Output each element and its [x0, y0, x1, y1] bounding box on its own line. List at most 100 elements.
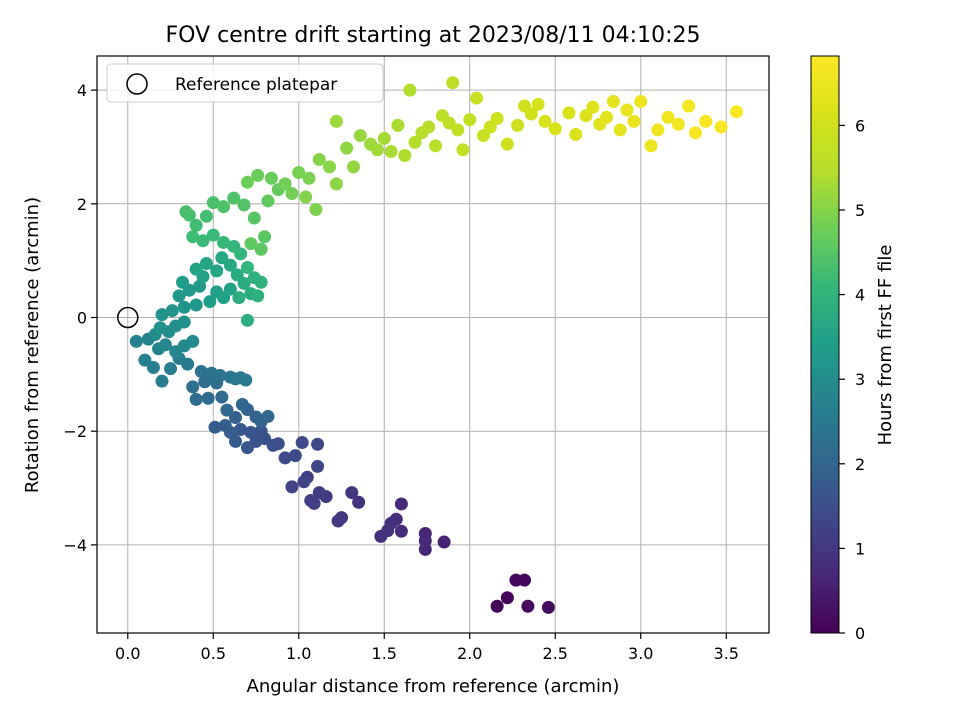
- data-point: [196, 234, 210, 248]
- data-point: [177, 300, 191, 314]
- data-point: [302, 171, 316, 185]
- colorbar-tick-label: 4: [855, 286, 865, 305]
- data-point: [541, 600, 555, 614]
- data-point: [232, 291, 246, 305]
- data-point: [312, 486, 326, 500]
- data-point: [422, 120, 436, 134]
- y-tick-label: −2: [63, 422, 87, 441]
- data-point: [531, 97, 545, 111]
- data-point: [155, 308, 169, 322]
- data-point: [237, 276, 251, 290]
- data-point: [490, 599, 504, 613]
- legend: Reference platepar: [106, 63, 384, 103]
- data-point: [418, 534, 432, 548]
- data-point: [312, 152, 326, 166]
- data-point: [186, 380, 200, 394]
- legend-box: [106, 63, 384, 103]
- data-point: [562, 106, 576, 120]
- data-point: [671, 117, 685, 131]
- data-point: [217, 235, 231, 249]
- x-tick-label: 0.5: [201, 644, 226, 663]
- x-axis-ticks: 0.0 0.5 1.0 1.5 2.0 2.5 3.0 3.5: [115, 633, 739, 663]
- data-point: [374, 529, 388, 543]
- y-tick-label: 0: [77, 308, 87, 327]
- data-point: [634, 94, 648, 108]
- data-point: [730, 105, 744, 119]
- data-point: [500, 591, 514, 605]
- data-point: [172, 289, 186, 303]
- data-point: [215, 251, 229, 265]
- data-point: [429, 139, 443, 153]
- data-point: [569, 127, 583, 141]
- colorbar: 0 1 2 3 4 5 6 Hours from first FF file: [810, 55, 896, 643]
- data-point: [352, 495, 366, 509]
- data-point: [329, 114, 343, 128]
- data-point: [258, 230, 272, 244]
- y-axis-ticks: −4 −2 0 2 4: [63, 81, 97, 555]
- data-point: [186, 334, 200, 348]
- data-point: [264, 171, 278, 185]
- data-point: [251, 289, 265, 303]
- data-point: [391, 118, 405, 132]
- data-point: [254, 275, 268, 289]
- data-point: [235, 397, 249, 411]
- legend-label: Reference platepar: [175, 75, 337, 95]
- data-point: [398, 148, 412, 162]
- data-point: [177, 315, 191, 329]
- reference-marker: [117, 306, 139, 329]
- data-point: [285, 480, 299, 494]
- data-point: [189, 392, 203, 406]
- data-point: [239, 373, 253, 387]
- data-point: [600, 110, 614, 124]
- data-point: [165, 304, 179, 318]
- data-point: [254, 424, 268, 438]
- data-point: [463, 113, 477, 127]
- data-point: [189, 218, 203, 232]
- data-point: [208, 420, 222, 434]
- data-point: [586, 100, 600, 114]
- data-point: [451, 123, 465, 137]
- data-point: [688, 126, 702, 140]
- data-point: [311, 437, 325, 451]
- data-point: [384, 145, 398, 159]
- data-point: [323, 160, 337, 174]
- data-point: [189, 298, 203, 312]
- data-point: [613, 123, 627, 137]
- chart-title: FOV centre drift starting at 2023/08/11 …: [166, 23, 701, 48]
- data-point: [394, 524, 408, 538]
- data-point: [129, 334, 143, 348]
- colorbar-tick-label: 3: [855, 370, 865, 389]
- x-tick-label: 3.0: [628, 644, 653, 663]
- data-point: [403, 83, 417, 97]
- data-point: [210, 264, 224, 278]
- data-point: [329, 177, 343, 191]
- x-tick-label: 0.0: [115, 644, 140, 663]
- data-point: [446, 76, 460, 90]
- data-point: [292, 166, 306, 180]
- x-tick-label: 1.5: [372, 644, 397, 663]
- data-point: [201, 391, 215, 405]
- data-point: [215, 390, 229, 404]
- data-point: [189, 262, 203, 276]
- data-point: [240, 175, 254, 189]
- data-point: [500, 137, 514, 151]
- legend-marker: [126, 73, 148, 95]
- data-point: [218, 419, 232, 433]
- data-point: [234, 422, 248, 436]
- data-point: [394, 497, 408, 511]
- data-point: [213, 368, 227, 382]
- data-point: [278, 451, 292, 465]
- x-tick-label: 3.5: [714, 644, 739, 663]
- data-point: [345, 486, 359, 500]
- data-point: [311, 459, 325, 473]
- colorbar-tick-label: 0: [855, 624, 865, 643]
- data-point: [346, 160, 360, 174]
- data-point: [304, 494, 318, 508]
- data-point: [661, 110, 675, 124]
- data-point: [285, 187, 299, 201]
- data-point: [295, 436, 309, 450]
- data-point: [223, 282, 237, 296]
- data-point: [179, 205, 193, 219]
- data-point: [229, 411, 243, 425]
- data-point: [146, 361, 160, 375]
